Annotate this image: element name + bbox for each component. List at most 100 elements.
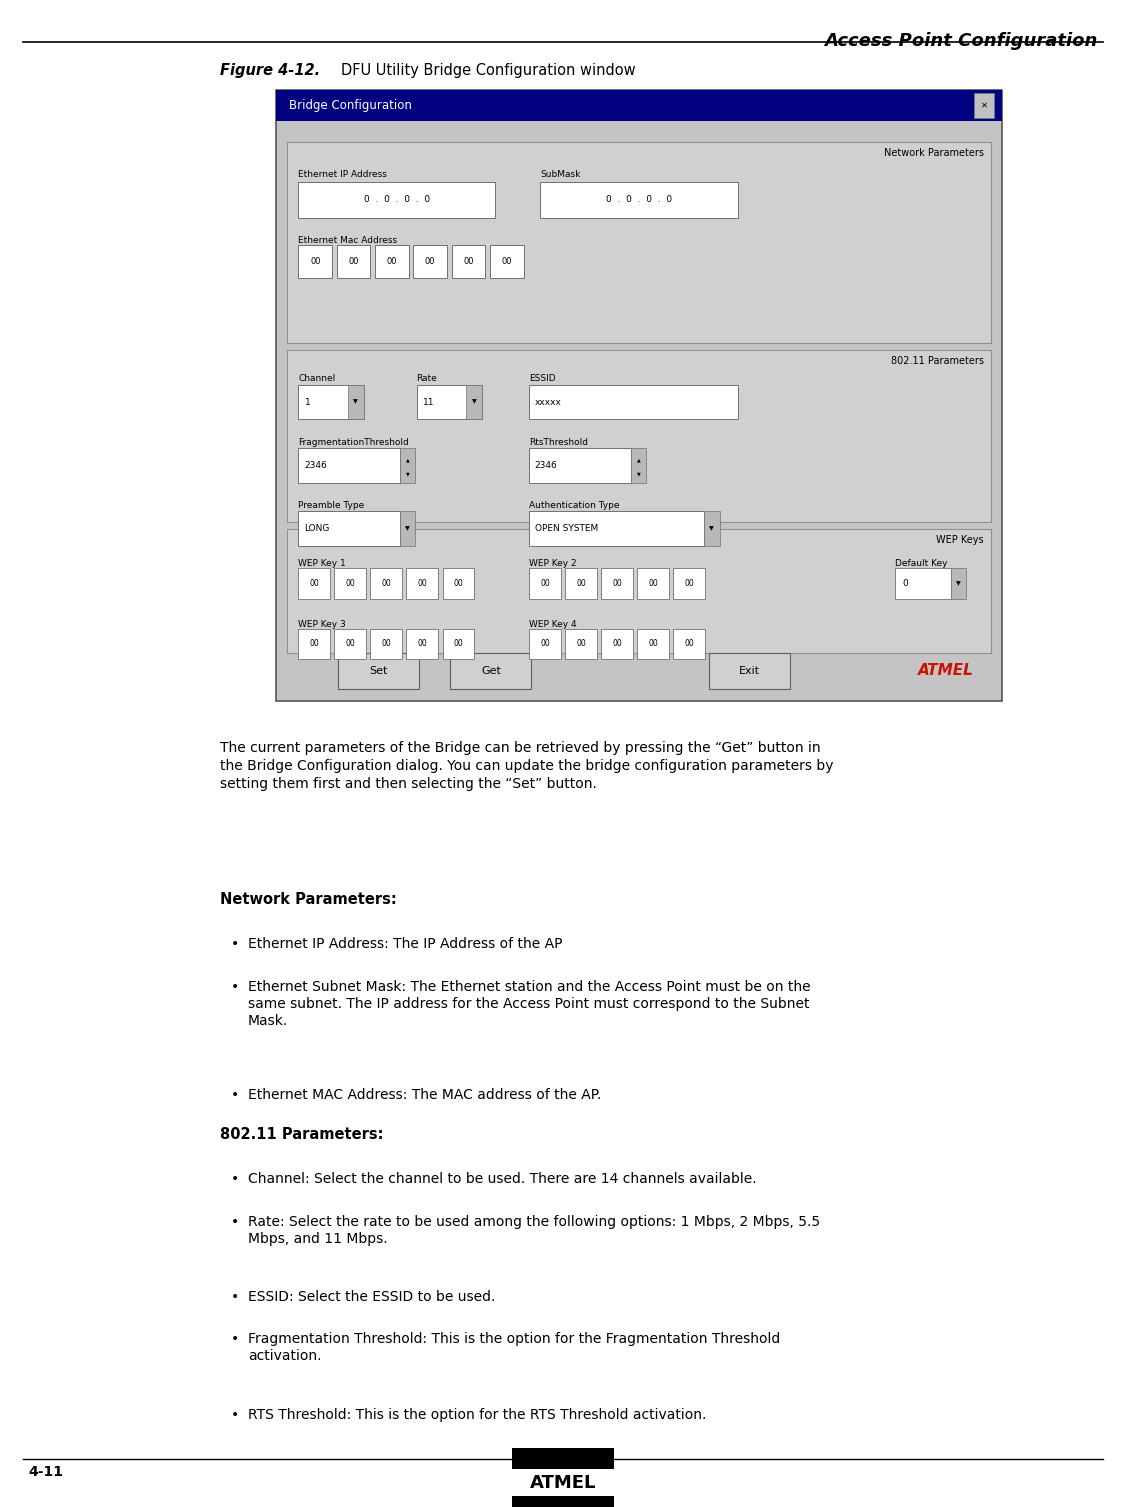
- Text: The current parameters of the Bridge can be retrieved by pressing the “Get” butt: The current parameters of the Bridge can…: [220, 741, 833, 791]
- Bar: [298, 244, 332, 277]
- Text: Channel: Select the channel to be used. There are 14 channels available.: Channel: Select the channel to be used. …: [248, 1172, 757, 1186]
- Text: ▼: ▼: [956, 582, 962, 586]
- Text: ▼: ▼: [405, 526, 410, 530]
- Text: 802.11 Parameters:: 802.11 Parameters:: [220, 1127, 383, 1142]
- Bar: [601, 628, 633, 659]
- Text: ▼: ▼: [472, 399, 476, 404]
- Bar: [529, 511, 704, 546]
- Bar: [400, 511, 415, 546]
- Text: •: •: [231, 1215, 239, 1228]
- Text: Preamble Type: Preamble Type: [298, 500, 365, 509]
- FancyBboxPatch shape: [276, 90, 1002, 701]
- Bar: [370, 628, 402, 659]
- Text: Rate: Rate: [417, 374, 437, 383]
- Text: 00: 00: [425, 258, 436, 265]
- Text: Bridge Configuration: Bridge Configuration: [289, 99, 412, 112]
- Bar: [637, 568, 669, 598]
- Text: WEP Key 2: WEP Key 2: [529, 559, 577, 568]
- Text: 2346: 2346: [304, 461, 327, 470]
- Text: Network Parameters:: Network Parameters:: [220, 892, 396, 907]
- Text: 00: 00: [310, 639, 319, 648]
- Text: ▼: ▼: [636, 472, 641, 476]
- Bar: [673, 568, 705, 598]
- Text: Fragmentation Threshold: This is the option for the Fragmentation Threshold
acti: Fragmentation Threshold: This is the opt…: [248, 1332, 780, 1364]
- Text: 0: 0: [902, 579, 908, 588]
- Text: RtsThreshold: RtsThreshold: [529, 437, 588, 446]
- Bar: [298, 384, 364, 419]
- Text: 00: 00: [310, 258, 321, 265]
- Text: •: •: [231, 1332, 239, 1346]
- Text: 00: 00: [685, 639, 694, 648]
- Text: Ethernet IP Address: Ethernet IP Address: [298, 169, 387, 178]
- Bar: [406, 568, 438, 598]
- Bar: [298, 568, 330, 598]
- Bar: [443, 628, 474, 659]
- Bar: [338, 653, 419, 689]
- Text: ▼: ▼: [354, 399, 358, 404]
- Text: Set: Set: [369, 666, 387, 675]
- Bar: [400, 448, 415, 482]
- Bar: [974, 93, 994, 118]
- Text: OPEN SYSTEM: OPEN SYSTEM: [535, 524, 598, 533]
- Bar: [529, 448, 631, 482]
- Bar: [276, 90, 1002, 121]
- Text: 0  .  0  .  0  .  0: 0 . 0 . 0 . 0: [606, 196, 672, 203]
- Bar: [512, 1496, 614, 1507]
- Text: DFU Utility Bridge Configuration window: DFU Utility Bridge Configuration window: [341, 63, 636, 78]
- Text: ATMEL: ATMEL: [918, 663, 974, 678]
- Bar: [417, 384, 482, 419]
- Bar: [298, 511, 400, 546]
- Text: SubMask: SubMask: [540, 169, 581, 178]
- Text: 00: 00: [577, 579, 586, 588]
- Text: Ethernet Mac Address: Ethernet Mac Address: [298, 235, 397, 244]
- Bar: [512, 1448, 614, 1469]
- Text: ▼: ▼: [405, 472, 410, 476]
- Bar: [529, 628, 561, 659]
- Bar: [452, 244, 485, 277]
- Text: Figure 4-12.: Figure 4-12.: [220, 63, 320, 78]
- Text: ✕: ✕: [981, 101, 988, 110]
- Text: 00: 00: [382, 579, 391, 588]
- Text: 00: 00: [613, 579, 622, 588]
- Bar: [951, 568, 966, 598]
- Text: 00: 00: [346, 579, 355, 588]
- Text: ESSID: Select the ESSID to be used.: ESSID: Select the ESSID to be used.: [248, 1290, 495, 1304]
- Bar: [709, 653, 790, 689]
- Text: 11: 11: [423, 398, 435, 407]
- Bar: [298, 628, 330, 659]
- Text: xxxxx: xxxxx: [535, 398, 562, 407]
- Text: 00: 00: [310, 579, 319, 588]
- Bar: [337, 244, 370, 277]
- Text: 1: 1: [305, 398, 311, 407]
- Text: 00: 00: [577, 639, 586, 648]
- Bar: [287, 529, 991, 653]
- Text: 00: 00: [346, 639, 355, 648]
- Text: •: •: [231, 937, 239, 951]
- Text: FragmentationThreshold: FragmentationThreshold: [298, 437, 409, 446]
- Bar: [287, 142, 991, 342]
- Text: 00: 00: [463, 258, 474, 265]
- Bar: [631, 448, 646, 482]
- Text: Get: Get: [481, 666, 501, 675]
- Text: WEP Key 3: WEP Key 3: [298, 619, 346, 628]
- Text: RTS Threshold: This is the option for the RTS Threshold activation.: RTS Threshold: This is the option for th…: [248, 1408, 706, 1421]
- Bar: [565, 568, 597, 598]
- Text: 00: 00: [649, 639, 658, 648]
- Text: 00: 00: [613, 639, 622, 648]
- Bar: [287, 350, 991, 521]
- Bar: [406, 628, 438, 659]
- Text: 00: 00: [685, 579, 694, 588]
- Text: 00: 00: [454, 579, 463, 588]
- Bar: [601, 568, 633, 598]
- Bar: [673, 628, 705, 659]
- Text: 00: 00: [348, 258, 359, 265]
- Text: Ethernet IP Address: The IP Address of the AP: Ethernet IP Address: The IP Address of t…: [248, 937, 562, 951]
- Text: ▼: ▼: [709, 526, 714, 530]
- Text: Authentication Type: Authentication Type: [529, 500, 619, 509]
- Text: WEP Key 4: WEP Key 4: [529, 619, 577, 628]
- Bar: [565, 628, 597, 659]
- Bar: [529, 568, 561, 598]
- Text: Access Point Configuration: Access Point Configuration: [824, 32, 1098, 50]
- Bar: [637, 628, 669, 659]
- Text: Rate: Select the rate to be used among the following options: 1 Mbps, 2 Mbps, 5.: Rate: Select the rate to be used among t…: [248, 1215, 820, 1246]
